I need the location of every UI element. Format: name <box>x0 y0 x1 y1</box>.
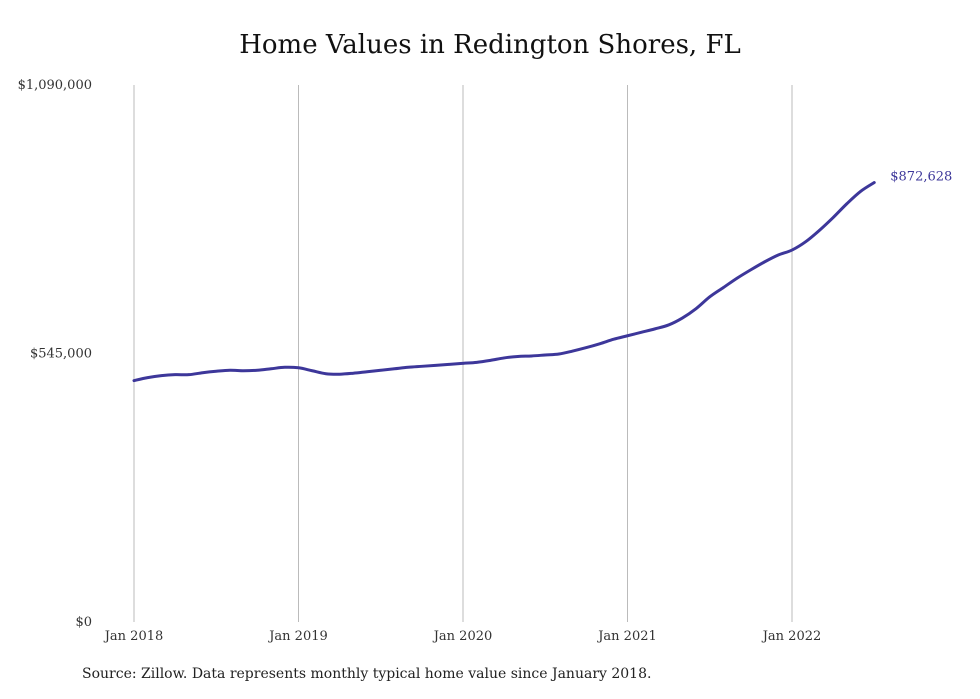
data-point <box>365 370 369 373</box>
y-tick-label: $545,000 <box>30 347 92 362</box>
data-point <box>790 248 794 252</box>
y-tick-label: $1,090,000 <box>18 78 92 93</box>
data-point <box>530 354 533 358</box>
data-point <box>777 253 780 257</box>
data-point <box>749 268 753 271</box>
data-point <box>502 356 506 360</box>
data-point <box>132 379 136 382</box>
data-point <box>722 286 725 289</box>
data-point <box>845 202 849 205</box>
data-point <box>640 331 643 334</box>
data-point <box>708 295 711 299</box>
data-point <box>873 181 876 184</box>
data-point <box>667 323 670 327</box>
data-point <box>173 373 177 376</box>
data-point <box>461 362 465 365</box>
x-tick-label: Jan 2022 <box>761 629 822 644</box>
y-tick-label: $0 <box>75 615 92 630</box>
data-point <box>434 364 437 367</box>
series-line <box>132 181 876 383</box>
data-point <box>324 372 328 375</box>
data-point <box>859 190 862 193</box>
data-point <box>653 327 657 331</box>
source-note: Source: Zillow. Data represents monthly … <box>82 666 652 682</box>
data-point <box>146 376 149 379</box>
data-point <box>311 369 314 372</box>
data-point <box>256 369 259 372</box>
data-point <box>420 365 424 368</box>
data-point <box>379 369 382 372</box>
vertical-gridlines <box>133 85 793 622</box>
data-point <box>475 361 478 364</box>
x-tick-label: Jan 2018 <box>103 629 164 644</box>
x-axis-ticks: Jan 2018 Jan 2019 Jan 2020 Jan 2021 Jan 2022 <box>103 629 822 644</box>
data-point <box>393 367 396 370</box>
data-point <box>228 369 232 372</box>
data-point <box>516 355 520 358</box>
chart-title: Home Values in Redington Shores, FL <box>239 30 741 60</box>
series-points <box>132 181 876 382</box>
data-point <box>544 353 547 357</box>
data-point <box>571 349 574 353</box>
data-point <box>585 346 588 349</box>
data-point <box>626 334 629 337</box>
data-point <box>818 229 821 232</box>
end-value-label: $872,628 <box>890 170 952 185</box>
data-point <box>804 240 807 243</box>
data-point <box>763 260 766 264</box>
data-point <box>269 367 273 370</box>
data-point <box>557 352 561 356</box>
data-point <box>215 370 218 373</box>
data-point <box>831 216 835 219</box>
data-point <box>242 369 245 372</box>
data-point <box>338 372 341 376</box>
data-point <box>160 374 163 377</box>
data-point <box>448 363 451 366</box>
data-point <box>352 372 355 375</box>
y-axis-ticks: $0 $545,000 $1,090,000 <box>18 78 92 630</box>
data-point <box>406 366 410 369</box>
data-point <box>681 316 684 320</box>
x-tick-label: Jan 2020 <box>432 629 493 644</box>
data-point <box>187 373 191 376</box>
data-point <box>598 342 602 345</box>
data-point <box>489 359 492 362</box>
data-point <box>694 307 698 310</box>
data-point <box>612 338 615 341</box>
data-point <box>283 366 286 369</box>
data-point <box>735 276 739 280</box>
data-point <box>201 371 204 374</box>
data-point <box>297 366 300 369</box>
x-tick-label: Jan 2019 <box>267 629 328 644</box>
x-tick-label: Jan 2021 <box>596 629 657 644</box>
